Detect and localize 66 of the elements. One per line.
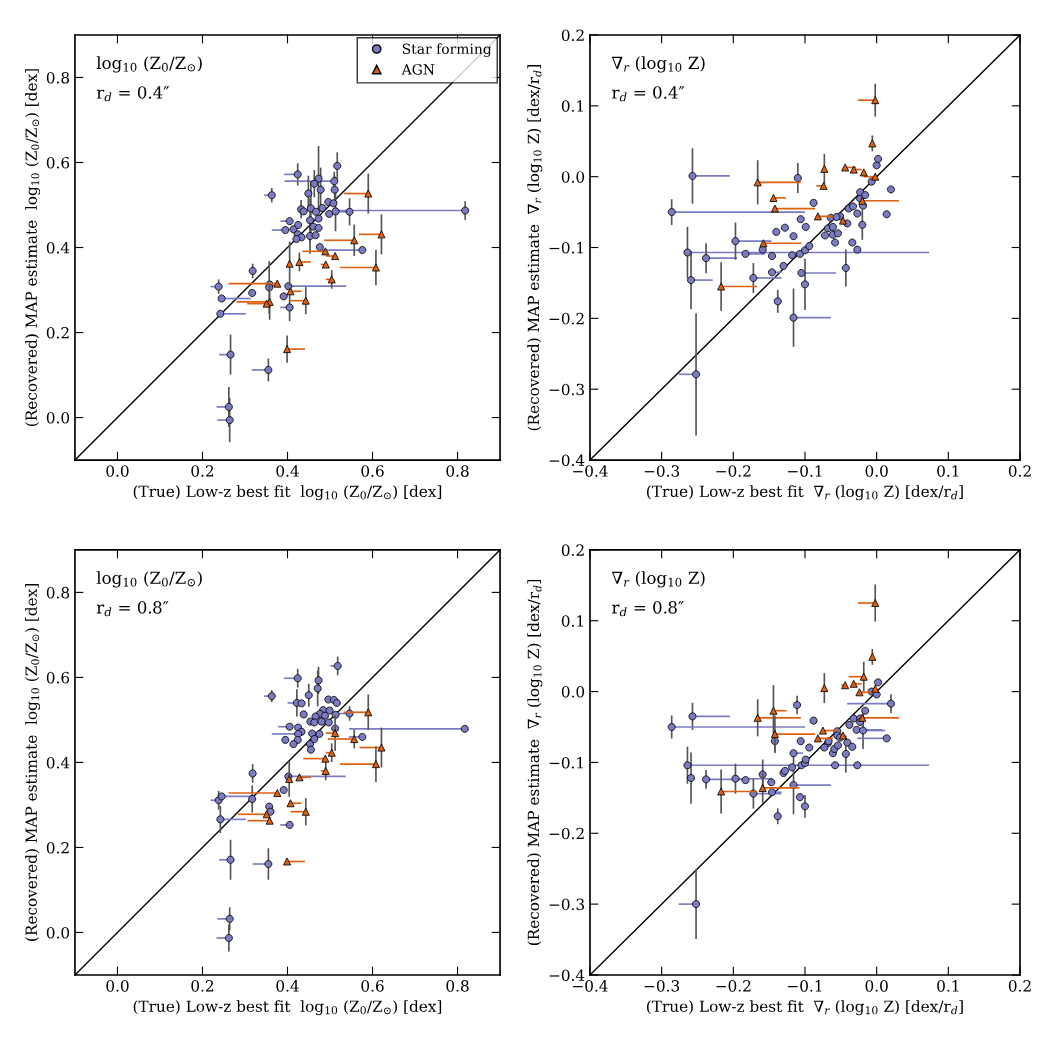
x-tick-label: −0.3: [644, 980, 680, 992]
y-tick-label: 0.2: [561, 29, 584, 41]
x-tick-label: 0.2: [1008, 465, 1031, 477]
x-tick-label: 0.8: [446, 980, 469, 992]
annotation: r$_{d}$ = 0.4″: [612, 86, 685, 102]
x-tick-label: −0.4: [573, 465, 608, 477]
x-tick-label: 0.0: [865, 465, 888, 477]
y-tick-label: −0.3: [549, 383, 584, 396]
y-tick-label: 0.4: [46, 241, 70, 254]
y-tick-label: 0.2: [46, 841, 69, 854]
y-tick-label: 0.8: [46, 71, 70, 84]
annotation: r$_{d}$ = 0.8″: [612, 601, 684, 617]
y-tick-label: −0.2: [549, 312, 584, 325]
y-tick-label: −0.3: [549, 898, 584, 911]
x-tick-label: 0.0: [106, 465, 129, 477]
legend-label: Star forming: [402, 43, 492, 57]
x-tick-label: −0.1: [788, 980, 822, 992]
y-tick-label: 0.8: [46, 586, 70, 599]
y-tick-label: 0.1: [561, 100, 583, 112]
x-tick-label: 0.4: [276, 980, 299, 992]
annotation: r$_{d}$ = 0.8″: [96, 601, 169, 617]
y-tick-label: 0.2: [561, 544, 584, 556]
x-tick-label: 0.2: [1008, 980, 1031, 992]
x-tick-label: 0.1: [937, 465, 959, 477]
y-tick-label: 0.6: [46, 156, 70, 169]
y-tick-label: 0.0: [561, 171, 585, 183]
x-tick-label: 0.2: [191, 980, 214, 992]
y-tick-label: 0.6: [46, 671, 70, 684]
y-axis-title: (Recovered) MAP estimate ∇$_{r}$ (log$_{10}$ Z) [dex/r$_{d}$]: [527, 579, 543, 946]
y-axis-title: (Recovered) MAP estimate ∇$_{r}$ (log$_{10}$ Z) [dex/r$_{d}$]: [527, 64, 543, 431]
y-tick-label: −0.4: [549, 454, 585, 467]
y-tick-label: 0.0: [561, 686, 585, 698]
x-tick-label: 0.8: [446, 465, 469, 477]
legend-label: AGN: [401, 64, 435, 75]
y-tick-label: −0.4: [549, 969, 585, 981]
y-tick-label: 0.1: [561, 615, 583, 627]
x-tick-label: 0.1: [937, 980, 959, 992]
x-tick-label: 0.6: [361, 980, 384, 992]
annotation: ∇$_{r}$ (log$_{10}$ Z): [611, 571, 705, 588]
x-tick-label: 0.6: [361, 465, 384, 477]
y-tick-label: −0.2: [549, 827, 584, 840]
y-tick-label: 0.0: [46, 926, 70, 939]
x-axis-title: (True) Low-z best fit ∇$_{r}$ (log$_{10}$ Z) [dex/r$_{d}$]: [647, 485, 963, 501]
x-tick-label: −0.3: [644, 465, 680, 477]
y-tick-label: 0.0: [46, 412, 70, 424]
x-tick-label: 0.0: [865, 980, 888, 992]
annotation: ∇$_{r}$ (log$_{10}$ Z): [611, 56, 705, 73]
y-tick-label: 0.2: [46, 326, 69, 339]
annotation: r$_{d}$ = 0.4″: [96, 86, 170, 102]
x-tick-label: −0.1: [788, 465, 822, 477]
y-tick-label: −0.1: [549, 241, 583, 254]
x-axis-title: (True) Low-z best fit ∇$_{r}$ (log$_{10}$ Z) [dex/r$_{d}$]: [647, 1000, 963, 1016]
x-tick-label: 0.0: [106, 980, 129, 992]
x-tick-label: −0.4: [573, 980, 608, 992]
x-tick-label: −0.2: [716, 465, 751, 477]
annotation: log$_{10}$ (Z$_{0}$/Z$_{⊙}$): [96, 571, 202, 588]
y-axis-title: (Recovered) MAP estimate log$_{10}$ (Z$_{0}$/Z$_{⊙}$) [dex]: [25, 69, 41, 426]
y-tick-label: 0.4: [46, 756, 70, 769]
x-axis-title: (True) Low-z best fit log$_{10}$ (Z$_{0}$/Z$_{⊙}$) [dex]: [133, 1000, 442, 1016]
y-tick-label: −0.1: [549, 756, 583, 769]
x-axis-title: (True) Low-z best fit log$_{10}$ (Z$_{0}$/Z$_{⊙}$) [dex]: [133, 485, 442, 501]
x-tick-label: −0.2: [716, 980, 751, 992]
x-tick-label: 0.2: [191, 465, 214, 477]
annotation: log$_{10}$ (Z$_{0}$/Z$_{⊙}$): [96, 56, 202, 73]
x-tick-label: 0.4: [276, 465, 299, 477]
y-axis-title: (Recovered) MAP estimate log$_{10}$ (Z$_{0}$/Z$_{⊙}$) [dex]: [25, 584, 41, 941]
